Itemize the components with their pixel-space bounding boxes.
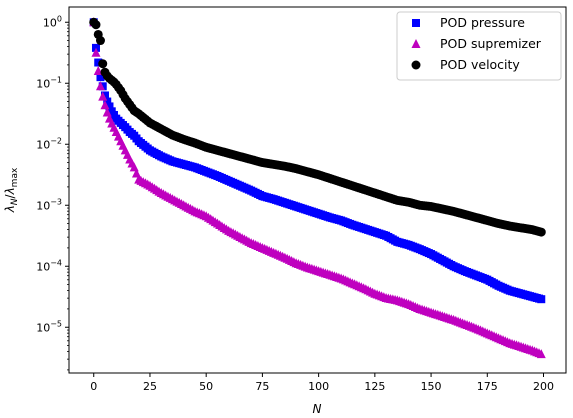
legend-label: POD pressure	[440, 15, 525, 30]
plot-area	[89, 17, 546, 359]
data-point	[96, 73, 105, 82]
legend-entry: POD velocity	[411, 57, 520, 72]
series-pod-supremizer	[89, 17, 546, 359]
x-tick-label: 150	[421, 380, 442, 393]
data-point	[537, 295, 546, 304]
y-tick-label: 100	[43, 14, 62, 29]
legend-box	[396, 11, 562, 81]
data-point	[105, 102, 114, 111]
x-tick-label: 175	[477, 380, 498, 393]
data-point	[536, 227, 546, 237]
y-tick-label: 10−3	[36, 197, 62, 212]
data-point	[91, 47, 101, 57]
legend-label: POD supremizer	[440, 36, 542, 51]
data-point	[91, 20, 101, 30]
y-label-lambda-2: λ	[3, 187, 17, 195]
series-pod-velocity	[89, 17, 546, 237]
legend-marker	[411, 39, 421, 48]
data-point	[95, 81, 105, 91]
x-tick-label: 125	[364, 380, 385, 393]
legend-label: POD velocity	[440, 57, 520, 72]
y-axis: 100 10−1 10−2 10−3 10−4 10−5	[36, 14, 69, 371]
y-tick-label: 10−1	[36, 75, 62, 90]
x-tick-label: 100	[308, 380, 329, 393]
legend-marker	[411, 60, 421, 70]
y-tick-label: 10−5	[36, 319, 62, 334]
data-point	[536, 349, 546, 359]
legend-entry: POD pressure	[412, 15, 525, 30]
axes-frame	[68, 6, 567, 374]
x-axis: 0 25 50 75 100 125 150 175 200	[90, 373, 554, 393]
y-label-slash: /	[3, 193, 17, 198]
x-tick-label: 25	[143, 380, 157, 393]
y-tick-label: 10−4	[36, 258, 62, 273]
data-point	[100, 91, 109, 100]
legend-marker	[412, 19, 420, 27]
x-tick-label: 75	[255, 380, 269, 393]
svg-text:λN/λmax: λN/λmax	[3, 167, 20, 213]
y-tick-label: 10−2	[36, 136, 62, 151]
x-tick-label: 50	[199, 380, 213, 393]
data-point	[100, 100, 110, 110]
y-label-sub-n: N	[10, 198, 20, 205]
series-pod-pressure	[89, 18, 546, 304]
data-point	[98, 91, 108, 101]
legend: POD pressure POD supremizer POD velocity	[396, 11, 562, 81]
y-axis-label: λN/λmax	[3, 167, 20, 213]
data-point	[98, 59, 108, 69]
x-tick-label: 0	[90, 380, 97, 393]
data-point	[94, 58, 103, 67]
y-label-sub-max: max	[10, 167, 20, 187]
data-point	[95, 36, 105, 46]
x-axis-label: N	[313, 402, 322, 416]
y-label-lambda: λ	[3, 205, 17, 213]
data-point	[103, 97, 112, 106]
data-point	[93, 66, 103, 76]
legend-entry: POD supremizer	[411, 36, 542, 51]
x-tick-label: 200	[533, 380, 554, 393]
